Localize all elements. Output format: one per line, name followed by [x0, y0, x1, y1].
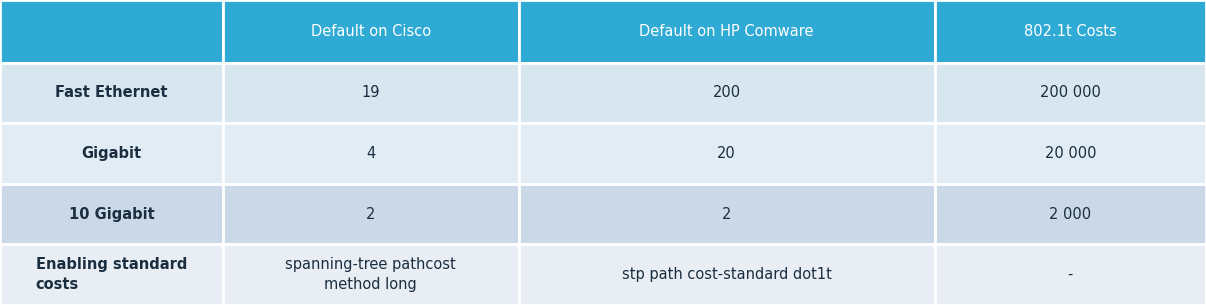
FancyBboxPatch shape — [223, 63, 519, 123]
Text: Enabling standard
costs: Enabling standard costs — [36, 257, 187, 292]
FancyBboxPatch shape — [935, 244, 1206, 305]
FancyBboxPatch shape — [223, 184, 519, 244]
Text: 20: 20 — [718, 146, 736, 161]
FancyBboxPatch shape — [935, 123, 1206, 184]
FancyBboxPatch shape — [0, 184, 223, 244]
FancyBboxPatch shape — [519, 123, 935, 184]
FancyBboxPatch shape — [0, 0, 223, 63]
Text: 200 000: 200 000 — [1040, 85, 1101, 100]
Text: 200: 200 — [713, 85, 740, 100]
Text: Gigabit: Gigabit — [82, 146, 141, 161]
Text: Fast Ethernet: Fast Ethernet — [55, 85, 168, 100]
Text: 2: 2 — [722, 206, 731, 221]
Text: stp path cost-standard dot1t: stp path cost-standard dot1t — [621, 267, 832, 282]
Text: 4: 4 — [367, 146, 375, 161]
FancyBboxPatch shape — [519, 63, 935, 123]
Text: 10 Gigabit: 10 Gigabit — [69, 206, 154, 221]
FancyBboxPatch shape — [519, 244, 935, 305]
Text: -: - — [1067, 267, 1073, 282]
FancyBboxPatch shape — [223, 244, 519, 305]
FancyBboxPatch shape — [0, 123, 223, 184]
FancyBboxPatch shape — [519, 184, 935, 244]
FancyBboxPatch shape — [223, 123, 519, 184]
Text: spanning-tree pathcost
method long: spanning-tree pathcost method long — [286, 257, 456, 292]
Text: 2: 2 — [367, 206, 375, 221]
FancyBboxPatch shape — [519, 0, 935, 63]
Text: 20 000: 20 000 — [1044, 146, 1096, 161]
FancyBboxPatch shape — [935, 63, 1206, 123]
FancyBboxPatch shape — [0, 244, 223, 305]
Text: 2 000: 2 000 — [1049, 206, 1091, 221]
Text: Default on HP Comware: Default on HP Comware — [639, 24, 814, 39]
Text: Default on Cisco: Default on Cisco — [311, 24, 431, 39]
FancyBboxPatch shape — [0, 63, 223, 123]
FancyBboxPatch shape — [935, 184, 1206, 244]
FancyBboxPatch shape — [223, 0, 519, 63]
Text: 802.1t Costs: 802.1t Costs — [1024, 24, 1117, 39]
Text: 19: 19 — [362, 85, 380, 100]
FancyBboxPatch shape — [935, 0, 1206, 63]
